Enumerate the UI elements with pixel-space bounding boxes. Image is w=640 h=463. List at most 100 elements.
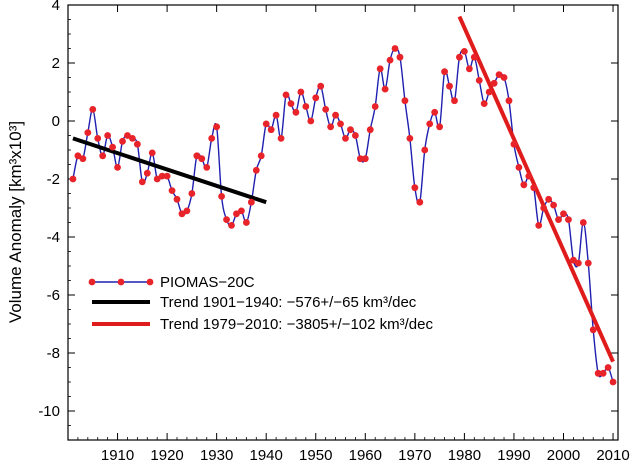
x-tick-label: 1970 <box>398 447 431 463</box>
piomas-data-point <box>312 94 320 102</box>
piomas-data-point <box>247 198 255 206</box>
piomas-data-point <box>411 184 419 192</box>
piomas-data-point <box>124 132 131 139</box>
piomas-data-point <box>510 140 518 148</box>
piomas-data-point <box>84 129 92 137</box>
y-tick-label: -2 <box>47 171 60 188</box>
y-axis-label: Volume Anomaly [km³x10³] <box>6 121 25 323</box>
piomas-data-point <box>282 91 290 99</box>
piomas-data-point <box>401 97 409 105</box>
trend-1901-1940-line <box>72 136 267 205</box>
piomas-data-point <box>233 210 240 218</box>
x-tick-label: 1930 <box>200 447 233 463</box>
piomas-data-point <box>446 82 453 90</box>
piomas-data-point <box>158 172 166 180</box>
piomas-data-point <box>570 256 577 264</box>
x-tick-label: 1950 <box>299 447 332 463</box>
piomas-data-point <box>138 178 146 186</box>
piomas-data-point <box>89 106 97 113</box>
piomas-data-point <box>545 195 553 203</box>
piomas-data-point <box>465 65 473 73</box>
piomas-data-point <box>342 135 349 142</box>
piomas-data-point <box>148 149 156 157</box>
piomas-data-point <box>337 120 344 128</box>
piomas-data-point <box>173 195 181 203</box>
piomas-data-point <box>168 187 176 195</box>
legend-piomas-swatch-marker <box>117 278 125 286</box>
piomas-data-point <box>599 369 607 377</box>
piomas-data-point <box>421 146 429 154</box>
piomas-data-point <box>203 164 211 171</box>
piomas-data-point <box>366 126 374 134</box>
piomas-data-point <box>470 53 478 61</box>
piomas-data-point <box>302 103 310 110</box>
piomas-data-point <box>129 135 136 142</box>
x-tick-label: 1910 <box>101 447 134 463</box>
piomas-data-point <box>540 204 548 212</box>
piomas-data-point <box>356 155 364 163</box>
piomas-data-point <box>515 164 523 171</box>
piomas-data-point <box>277 135 285 142</box>
piomas-data-point <box>332 111 339 119</box>
piomas-data-point <box>456 53 463 61</box>
piomas-data-point <box>485 88 493 96</box>
piomas-data-point <box>530 184 538 192</box>
piomas-data-point <box>460 48 468 55</box>
piomas-data-point <box>69 175 77 183</box>
piomas-data-point <box>257 152 265 160</box>
y-tick-label: 2 <box>52 55 60 72</box>
piomas-data-point <box>183 207 191 215</box>
piomas-data-point <box>153 175 161 183</box>
piomas-data-point <box>520 181 528 189</box>
plot-area-frame <box>67 4 619 441</box>
piomas-data-point <box>351 132 359 139</box>
piomas-data-point <box>480 100 488 107</box>
piomas-data-point <box>436 123 444 131</box>
piomas-data-point <box>371 103 379 110</box>
piomas-data-point <box>104 132 112 139</box>
y-tick-label: -4 <box>47 229 60 246</box>
piomas-data-point <box>505 97 513 105</box>
piomas-data-point <box>193 152 201 160</box>
piomas-data-point <box>272 111 280 119</box>
piomas-data-point <box>535 222 543 229</box>
piomas-data-point <box>495 71 503 78</box>
piomas-data-point <box>133 140 141 148</box>
x-tick-label: 1960 <box>349 447 382 463</box>
piomas-data-point <box>287 100 295 107</box>
x-tick-label: 1920 <box>150 447 183 463</box>
y-tick-label: -8 <box>47 345 60 362</box>
piomas-data-point <box>74 152 82 160</box>
piomas-data-point <box>114 164 121 171</box>
piomas-data-point <box>431 108 439 116</box>
piomas-data-point <box>188 190 196 197</box>
piomas-data-point <box>391 45 399 52</box>
x-tick-label: 2000 <box>547 447 580 463</box>
piomas-data-point <box>119 137 126 145</box>
piomas-data-point <box>223 216 230 224</box>
piomas-data-point <box>550 201 557 209</box>
legend-label: Trend 1979−2010: −3805+/−102 km³/dec <box>160 316 433 333</box>
piomas-data-point <box>242 219 250 226</box>
piomas-data-point <box>574 259 582 267</box>
piomas-data-point <box>143 169 151 177</box>
y-tick-label: -10 <box>38 403 60 420</box>
piomas-data-point <box>555 216 562 224</box>
piomas-data-point <box>441 68 448 76</box>
piomas-data-point <box>109 143 116 151</box>
piomas-data-point <box>579 219 587 226</box>
piomas-data-point <box>426 120 434 128</box>
piomas-data-point <box>347 126 354 134</box>
piomas-data-point <box>238 207 245 215</box>
piomas-data-point <box>198 155 206 163</box>
piomas-data-point <box>565 216 572 224</box>
series-layer <box>69 15 617 386</box>
piomas-data-point <box>252 166 260 174</box>
piomas-data-point <box>584 259 592 267</box>
x-axis: 1910 1920 1930 1940 1950 1960 1970 1980 1990 2000… <box>77 5 630 463</box>
piomas-data-point <box>228 222 235 229</box>
piomas-data-point <box>525 172 533 180</box>
piomas-data-point <box>218 193 226 200</box>
piomas-data-point <box>267 126 275 134</box>
piomas-data-point <box>297 88 305 96</box>
